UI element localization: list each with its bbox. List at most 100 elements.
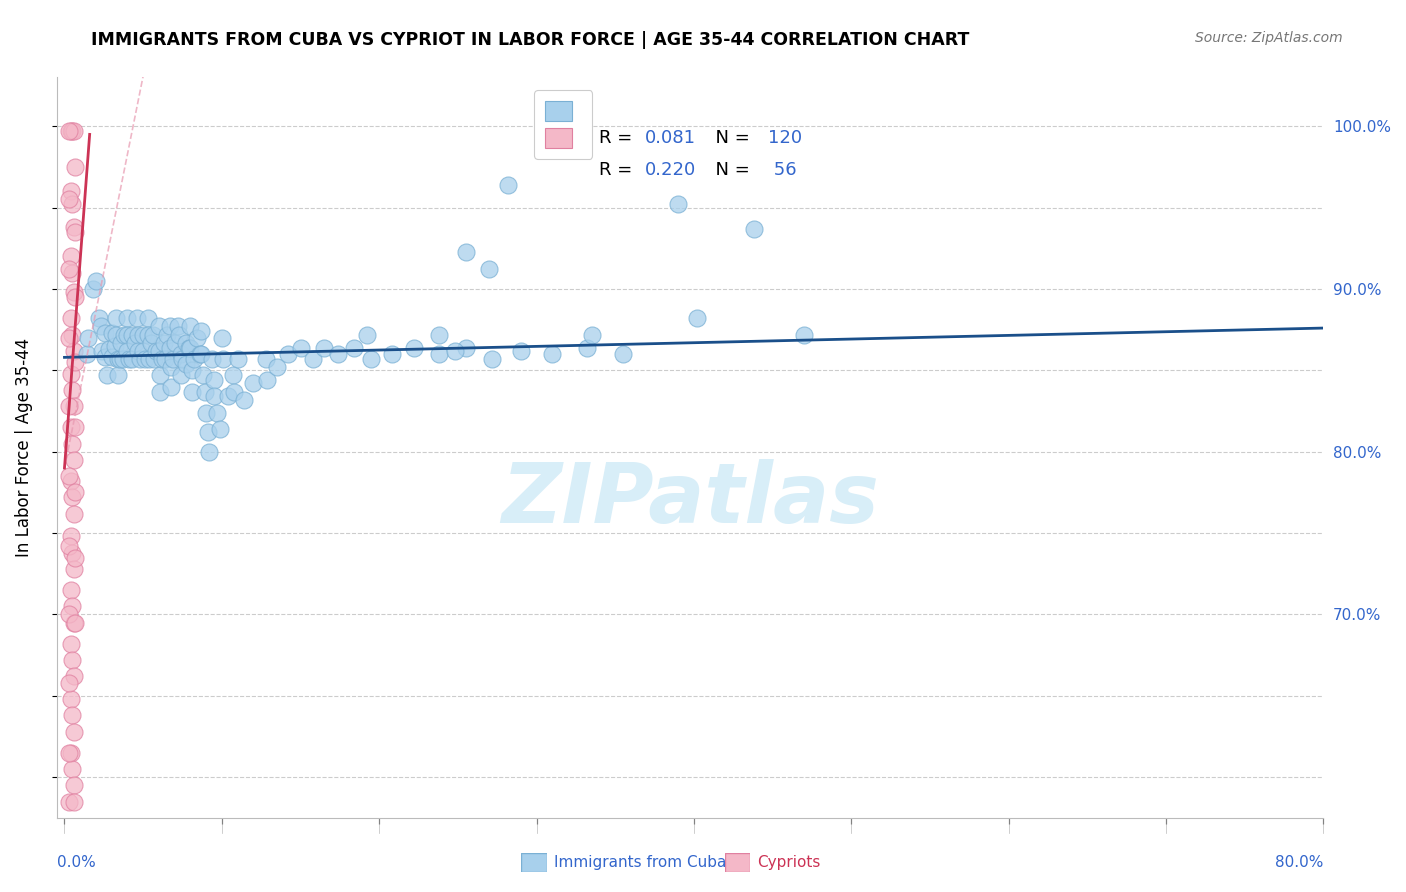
Point [65,420,87,434]
Point [162,351,184,366]
Point [117,311,139,326]
Point [793,327,815,342]
Text: IMMIGRANTS FROM CUBA VS CYPRIOT IN LABOR FORCE | AGE 35-44 CORRELATION CHART: IMMIGRANTS FROM CUBA VS CYPRIOT IN LABOR… [91,31,970,49]
Point [125,311,148,326]
Text: Source: ZipAtlas.com: Source: ZipAtlas.com [1195,31,1343,45]
Point [290,341,312,355]
Point [256,373,278,387]
Point [105,311,128,326]
Point [181,363,204,377]
Point [63,669,86,683]
Point [105,327,128,342]
Point [163,335,186,350]
Point [136,327,159,342]
Point [138,351,160,366]
Point [90,319,112,334]
Point [217,389,239,403]
Point [63,399,86,413]
Point [124,335,146,350]
Point [107,368,129,383]
Point [117,343,139,358]
Point [76,347,98,361]
Point [111,351,134,366]
Text: 120: 120 [768,129,801,147]
Point [254,351,277,366]
Point [177,341,200,355]
Point [60,653,83,667]
Point [277,347,299,361]
Point [60,124,83,138]
Point [63,562,86,576]
Text: 0.0%: 0.0% [56,855,96,870]
Point [59,474,82,488]
Point [84,274,107,288]
Point [132,343,155,358]
Point [174,357,197,371]
Point [59,692,82,706]
Point [188,347,211,361]
Point [742,221,765,235]
Point [65,160,87,174]
Text: 56: 56 [768,161,796,178]
Point [97,343,120,357]
Point [65,290,87,304]
Point [356,327,378,342]
Point [59,583,82,598]
Point [343,341,366,355]
Point [77,331,100,345]
Point [96,368,118,383]
Point [183,351,205,366]
Point [454,244,477,259]
Text: 80.0%: 80.0% [1275,855,1323,870]
Point [145,343,167,358]
Point [58,607,80,622]
Point [91,343,114,358]
Point [94,351,117,365]
Y-axis label: In Labor Force | Age 35-44: In Labor Force | Age 35-44 [15,338,32,558]
Point [427,347,450,361]
Point [581,327,603,342]
Point [148,343,170,358]
Point [58,539,80,553]
Point [60,599,83,614]
Point [63,285,86,300]
Text: R =: R = [599,129,638,147]
Point [314,341,336,355]
Point [242,376,264,391]
Text: Cypriots: Cypriots [758,855,821,870]
Point [100,326,122,340]
Point [58,124,80,138]
Point [59,367,82,381]
Point [496,178,519,192]
Point [65,615,87,630]
Point [58,399,80,413]
Point [117,327,139,342]
Point [65,550,87,565]
Point [179,319,201,334]
Point [60,491,83,505]
Point [108,351,131,366]
Point [195,406,218,420]
Point [454,341,477,355]
Point [153,351,176,366]
Point [60,708,83,723]
Legend: , : , [534,90,592,159]
Point [136,311,159,326]
Point [65,485,87,500]
Point [232,392,254,407]
Point [266,360,288,375]
Point [58,795,80,809]
Point [65,225,87,239]
Point [59,529,82,543]
Point [110,335,132,350]
Point [226,351,249,366]
Point [127,327,149,342]
Point [63,615,86,630]
Point [60,383,83,397]
Point [58,469,80,483]
Point [104,339,127,353]
Point [94,326,117,340]
Point [63,124,86,138]
Point [224,384,246,399]
Text: Immigrants from Cuba: Immigrants from Cuba [554,855,725,870]
